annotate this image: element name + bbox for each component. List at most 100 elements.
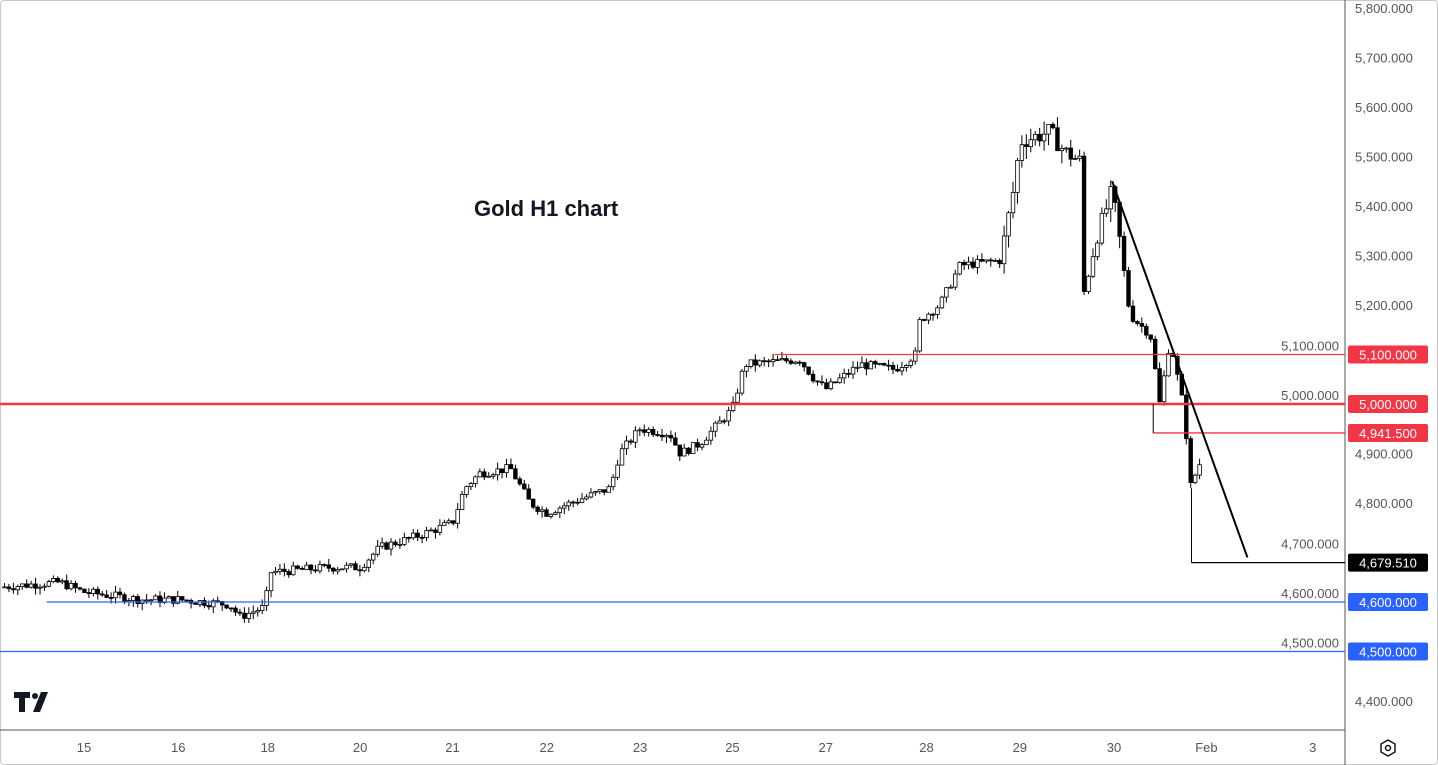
- candle-up: [624, 440, 629, 450]
- price-level-label: 4,500.000: [1348, 642, 1428, 661]
- time-tick-label: Feb: [1195, 740, 1217, 755]
- candle-up: [615, 464, 620, 478]
- price-tick-label: 4,800.000: [1355, 496, 1413, 511]
- candle-down: [970, 261, 976, 268]
- candle-down: [881, 363, 887, 366]
- candle-up: [1095, 242, 1100, 258]
- candle-down: [286, 571, 292, 576]
- candle-up: [273, 570, 278, 574]
- candle-up: [953, 273, 958, 288]
- candle-down: [1068, 147, 1073, 160]
- candle-up: [1104, 208, 1109, 214]
- candle-up: [1166, 352, 1171, 377]
- candle-up: [588, 492, 594, 498]
- candle-up: [717, 420, 722, 424]
- candle-up: [411, 532, 416, 539]
- settings-gear-icon[interactable]: [1378, 738, 1398, 758]
- candle-down: [86, 592, 92, 595]
- candle-up: [935, 307, 940, 315]
- time-tick-label: 3: [1309, 740, 1316, 755]
- candle-down: [406, 536, 411, 539]
- candle-down: [988, 259, 993, 262]
- candle-up: [397, 543, 403, 546]
- tradingview-logo-icon[interactable]: [14, 692, 54, 719]
- candle-up: [264, 590, 269, 606]
- candle-down: [419, 536, 425, 539]
- candle-down: [82, 588, 87, 594]
- candle-up: [779, 358, 785, 361]
- price-level-label: 4,600.000: [1348, 593, 1428, 611]
- candle-down: [895, 368, 900, 372]
- candle-down: [242, 612, 247, 619]
- candle-down: [526, 488, 531, 500]
- candle-up: [1161, 375, 1167, 403]
- candle-up: [597, 489, 603, 493]
- candle-down: [299, 568, 305, 570]
- candle-up: [726, 410, 731, 422]
- candle-down: [193, 602, 198, 605]
- candle-down: [517, 478, 523, 485]
- candle-up: [1033, 133, 1038, 141]
- price-tick-label: 5,500.000: [1355, 150, 1413, 165]
- candle-down: [1184, 394, 1189, 440]
- time-tick-label: 27: [819, 740, 833, 755]
- candle-up: [366, 559, 371, 568]
- price-tick-label: 5,600.000: [1355, 100, 1413, 115]
- candle-down: [482, 471, 487, 478]
- candle-up: [966, 261, 971, 266]
- candle-down: [819, 381, 825, 384]
- candle-down: [766, 360, 771, 363]
- candle-up: [877, 363, 882, 365]
- candle-down: [788, 360, 794, 364]
- candle-down: [1126, 270, 1131, 307]
- candle-down: [673, 437, 678, 446]
- price-tick-label: 5,800.000: [1355, 1, 1413, 16]
- candle-up: [562, 505, 567, 509]
- candle-up: [402, 536, 407, 545]
- candle-down: [135, 596, 140, 605]
- candle-down: [535, 506, 540, 512]
- candle-up: [708, 430, 714, 441]
- price-level-text: 4,679.510: [1359, 556, 1417, 571]
- candle-up: [1090, 256, 1096, 277]
- candle-up: [486, 475, 491, 478]
- candle-up: [371, 553, 376, 561]
- candle-down: [122, 594, 127, 603]
- candle-up: [948, 286, 954, 289]
- candle-up: [735, 392, 740, 403]
- candle-down: [797, 361, 802, 364]
- candle-up: [584, 496, 589, 500]
- price-level-label: 5,000.000: [1348, 395, 1428, 413]
- candle-up: [388, 541, 394, 550]
- candle-up: [1197, 464, 1202, 476]
- candle-down: [677, 444, 682, 457]
- candle-down: [575, 501, 580, 504]
- candle-down: [224, 604, 229, 609]
- candle-down: [233, 607, 238, 613]
- candle-up: [1077, 155, 1082, 159]
- candle-up: [850, 366, 856, 375]
- candle-up: [917, 319, 922, 352]
- candle-up: [1064, 147, 1069, 150]
- candle-up: [362, 566, 367, 572]
- price-level-badge: [1348, 642, 1428, 661]
- candle-up: [468, 483, 474, 488]
- candle-up: [335, 569, 340, 572]
- time-tick-label: 18: [261, 740, 275, 755]
- candle-up: [855, 366, 860, 369]
- candle-down: [824, 382, 829, 390]
- candle-up: [748, 359, 754, 367]
- candle-up: [211, 600, 216, 608]
- candle-up: [495, 468, 500, 476]
- candle-up: [459, 494, 465, 510]
- candle-up: [637, 429, 643, 432]
- candle-down: [282, 568, 287, 572]
- candle-up: [939, 296, 945, 309]
- candle-down: [784, 358, 789, 362]
- price-tick-label: 4,500.000: [1281, 636, 1339, 651]
- price-level-text: 4,600.000: [1359, 595, 1417, 610]
- price-level-badge: [1348, 553, 1428, 572]
- candle-up: [744, 366, 749, 372]
- price-level-badge: [1348, 593, 1428, 611]
